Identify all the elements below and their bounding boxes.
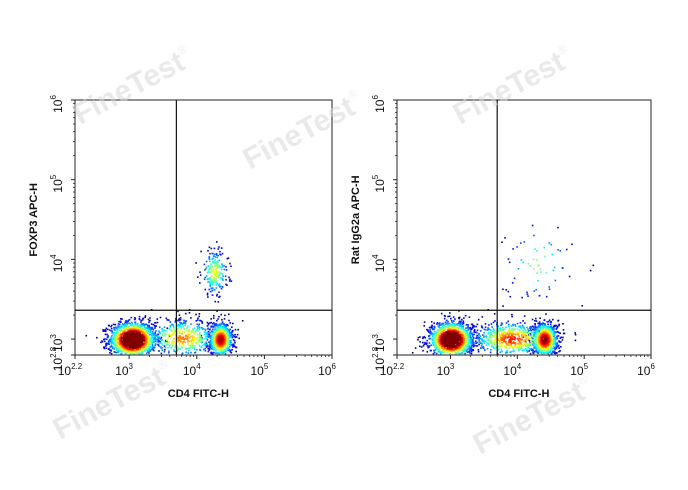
event-dots (85, 241, 244, 355)
y-tick-label: 106 (371, 95, 387, 113)
y-tick-label: 103 (371, 334, 387, 352)
y-tick-label: 106 (49, 95, 65, 113)
x-axis-ticks: 102.2 103 104 105 106 (380, 355, 655, 378)
watermark-text: FineTest® (468, 370, 599, 461)
x-tick-label: 106 (637, 362, 655, 378)
x-tick-label: 105 (570, 362, 588, 378)
x-tick-label: 102.2 (380, 362, 405, 378)
event-dots (411, 224, 595, 355)
y-tick-label: 102.8 (49, 346, 65, 371)
x-axis-label: CD4 FITC-H (488, 388, 549, 400)
y-tick-label: 105 (371, 174, 387, 192)
y-tick-label: 102.8 (371, 346, 387, 371)
x-tick-label: 103 (115, 362, 133, 378)
y-tick-label: 105 (49, 174, 65, 192)
x-tick-label: 104 (183, 362, 201, 378)
plot-frame (74, 99, 333, 356)
y-tick-label: 104 (49, 254, 65, 272)
x-tick-label: 106 (318, 362, 336, 378)
plot-frame (396, 99, 652, 356)
y-tick-label: 103 (49, 334, 65, 352)
x-tick-label: 104 (503, 362, 521, 378)
y-axis-label: Rat IgG2a APC-H (350, 175, 362, 264)
x-tick-label: 103 (437, 362, 455, 378)
y-axis-label: FOXP3 APC-H (28, 183, 40, 257)
y-tick-label: 104 (371, 254, 387, 272)
x-axis-label: CD4 FITC-H (168, 388, 229, 400)
x-axis-ticks: 102.2 103 104 105 106 (58, 355, 336, 378)
x-tick-label: 102.2 (58, 362, 83, 378)
x-tick-label: 105 (250, 362, 268, 378)
